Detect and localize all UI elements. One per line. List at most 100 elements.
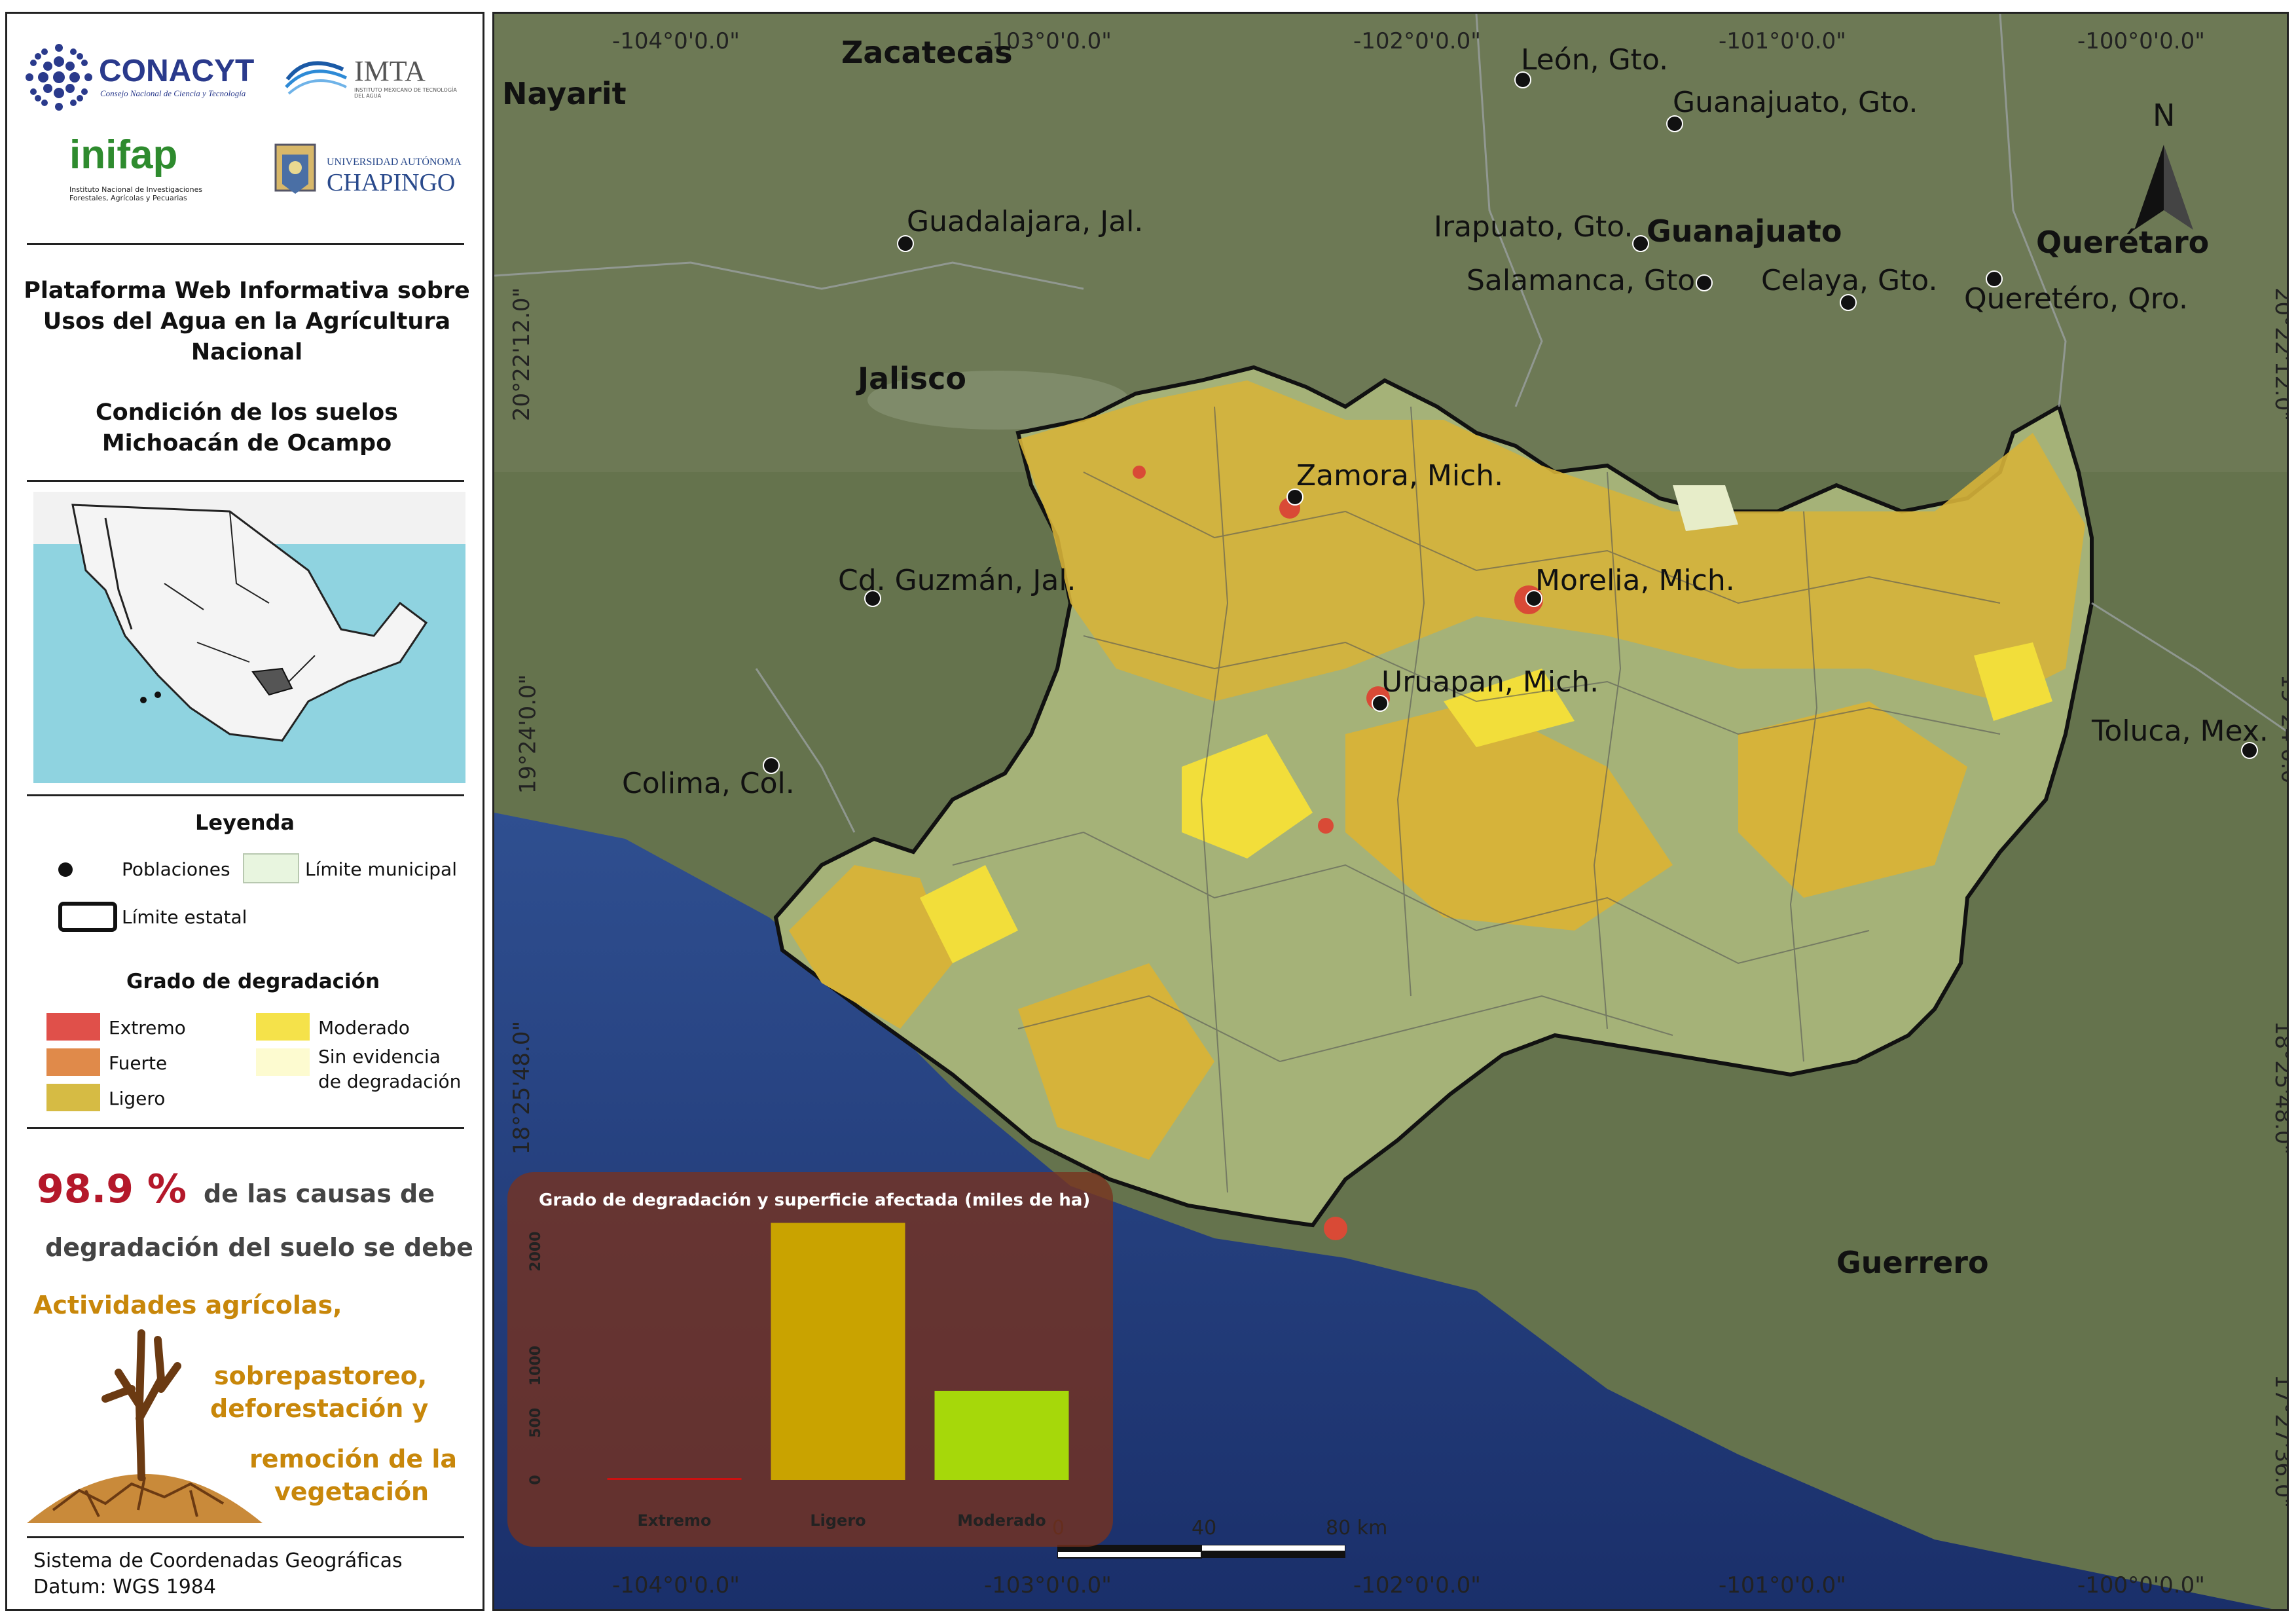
- bar-chart-panel: Grado de degradación y superficie afecta…: [507, 1172, 1113, 1547]
- swatch-ligero: [46, 1084, 100, 1111]
- legend-sin-evidencia-1: Sin evidencia: [318, 1046, 441, 1067]
- swatch-fuerte: [46, 1048, 100, 1076]
- chart-title: Grado de degradación y superficie afecta…: [539, 1190, 1091, 1210]
- coord-left-2: 19°24'0.0": [515, 674, 541, 794]
- coord-top-3: -102°0'0.0": [1353, 28, 1481, 54]
- swatch-limite-municipal: [243, 853, 299, 883]
- legend-extremo: Extremo: [109, 1017, 186, 1039]
- city-dot: [1514, 71, 1531, 88]
- scale-label-40: 40: [1192, 1517, 1217, 1540]
- state-nayarit: Nayarit: [502, 76, 627, 111]
- city-dot: [1986, 270, 2003, 287]
- imta-text: IMTA: [354, 55, 426, 87]
- title-line-2: Usos del Agua en la Agrícultura: [43, 308, 451, 335]
- city-dot: [864, 590, 881, 607]
- coord-bottom-3: -102°0'0.0": [1353, 1572, 1481, 1598]
- state-guanajuato: Guanajuato: [1647, 213, 1842, 249]
- city-celaya: Celaya, Gto.: [1761, 264, 1938, 297]
- city-queretaro: Queretéro, Qro.: [1964, 282, 2189, 316]
- divider: [27, 243, 464, 245]
- city-leon: León, Gto.: [1521, 43, 1669, 77]
- legend-fuerte: Fuerte: [109, 1052, 168, 1074]
- bar-moderado: [934, 1390, 1069, 1480]
- coord-right-3: 18°25'48.0": [2270, 1020, 2289, 1155]
- x-tick-label: Extremo: [638, 1511, 712, 1530]
- title-line-1: Plataforma Web Informativa sobre: [24, 278, 470, 304]
- title-line-5: Michoacán de Ocampo: [101, 430, 392, 456]
- y-tick-label: 500: [528, 1408, 544, 1438]
- swatch-limite-estatal: [58, 902, 117, 932]
- causes-text-1: de las causas de: [204, 1179, 435, 1208]
- city-dot: [1286, 489, 1303, 506]
- x-tick-label: Moderado: [957, 1511, 1046, 1530]
- city-zamora: Zamora, Mich.: [1296, 459, 1504, 492]
- chapingo-seal-icon: [274, 143, 316, 194]
- coord-right-4: 17°27'36.0": [2270, 1374, 2289, 1509]
- poblaciones-symbol-icon: [58, 862, 73, 877]
- city-guzman: Cd. Guzmán, Jal.: [838, 564, 1076, 597]
- dry-tree-icon: [27, 1329, 263, 1523]
- chapingo-toptext: UNIVERSIDAD AUTÓNOMA: [327, 157, 462, 168]
- imta-swoosh-icon: [285, 61, 348, 95]
- title-line-4: Condición de los suelos: [96, 399, 398, 426]
- legend-limite-estatal: Límite estatal: [122, 906, 247, 928]
- title-line-3: Nacional: [191, 339, 303, 365]
- divider: [27, 794, 464, 796]
- coord-right-2: 19°24'0.0": [2276, 674, 2289, 794]
- city-toluca: Toluca, Mex.: [2092, 714, 2269, 748]
- conacyt-logo: [26, 44, 92, 111]
- inifap-subtext: Instituto Nacional de Investigaciones Fo…: [69, 185, 203, 202]
- bar-chart: Extremo Ligero Moderado 0 500 1000 2000: [528, 1223, 1069, 1530]
- legend-ligero: Ligero: [109, 1088, 166, 1109]
- bar-extremo: [607, 1478, 742, 1480]
- divider: [27, 480, 464, 482]
- divider: [27, 1127, 464, 1129]
- city-dot: [1840, 294, 1857, 311]
- y-tick-label: 0: [528, 1475, 544, 1485]
- state-guerrero: Guerrero: [1836, 1245, 1989, 1280]
- map-frame: -104°0'0.0" -103°0'0.0" -102°0'0.0" -101…: [492, 12, 2289, 1611]
- city-uruapan: Uruapan, Mich.: [1381, 665, 1599, 699]
- mexico-inset-map: [33, 492, 465, 783]
- city-dot: [1372, 695, 1389, 712]
- causes-line-c: deforestación y: [210, 1394, 429, 1423]
- legend-poblaciones: Poblaciones: [122, 858, 230, 880]
- city-guadalajara: Guadalajara, Jal.: [907, 205, 1144, 238]
- chapingo-text: CHAPINGO: [327, 169, 456, 196]
- legend-moderado: Moderado: [318, 1017, 410, 1039]
- city-dot: [763, 757, 780, 774]
- city-guanajuato: Guanajuato, Gto.: [1673, 86, 1918, 119]
- y-tick-label: 1000: [528, 1346, 544, 1386]
- swatch-extremo: [46, 1013, 100, 1041]
- divider: [27, 1536, 464, 1538]
- coord-right-1: 20°22'12.0": [2270, 287, 2289, 422]
- x-tick-label: Ligero: [810, 1511, 866, 1530]
- city-dot: [1696, 274, 1713, 291]
- coord-bottom-1: -104°0'0.0": [612, 1572, 740, 1598]
- city-dot: [897, 235, 914, 252]
- city-dot: [1632, 235, 1649, 252]
- causes-text-2: degradación del suelo se debe: [45, 1233, 473, 1262]
- conacyt-text: CONACYT: [99, 54, 255, 88]
- causes-line-d: remoción de la: [249, 1445, 458, 1473]
- imta-subtext: INSTITUTO MEXICANO DE TECNOLOGÍA DEL AGU…: [354, 87, 457, 99]
- y-tick-label: 2000: [528, 1231, 544, 1271]
- state-zacatecas: Zacatecas: [841, 35, 1013, 70]
- swatch-sin-evidencia: [256, 1048, 310, 1076]
- north-label: N: [2153, 98, 2176, 133]
- swatch-moderado: [256, 1013, 310, 1041]
- coord-bottom-4: -101°0'0.0": [1719, 1572, 1846, 1598]
- coord-top-1: -104°0'0.0": [612, 28, 740, 54]
- city-dot: [2241, 742, 2258, 759]
- causes-line-b: sobrepastoreo,: [214, 1361, 428, 1390]
- percent-value: 98.9 %: [37, 1166, 187, 1212]
- coord-top-4: -101°0'0.0": [1719, 28, 1846, 54]
- footer-line-2: Datum: WGS 1984: [33, 1576, 216, 1598]
- footer-line-1: Sistema de Coordenadas Geográficas: [33, 1549, 403, 1572]
- city-salamanca: Salamanca, Gto: [1467, 264, 1696, 297]
- inifap-text: inifap: [69, 132, 178, 177]
- bar-ligero: [771, 1223, 905, 1480]
- city-colima: Colima, Col.: [622, 767, 795, 800]
- city-dot: [1666, 115, 1683, 132]
- coord-left-3: 18°25'48.0": [509, 1020, 536, 1155]
